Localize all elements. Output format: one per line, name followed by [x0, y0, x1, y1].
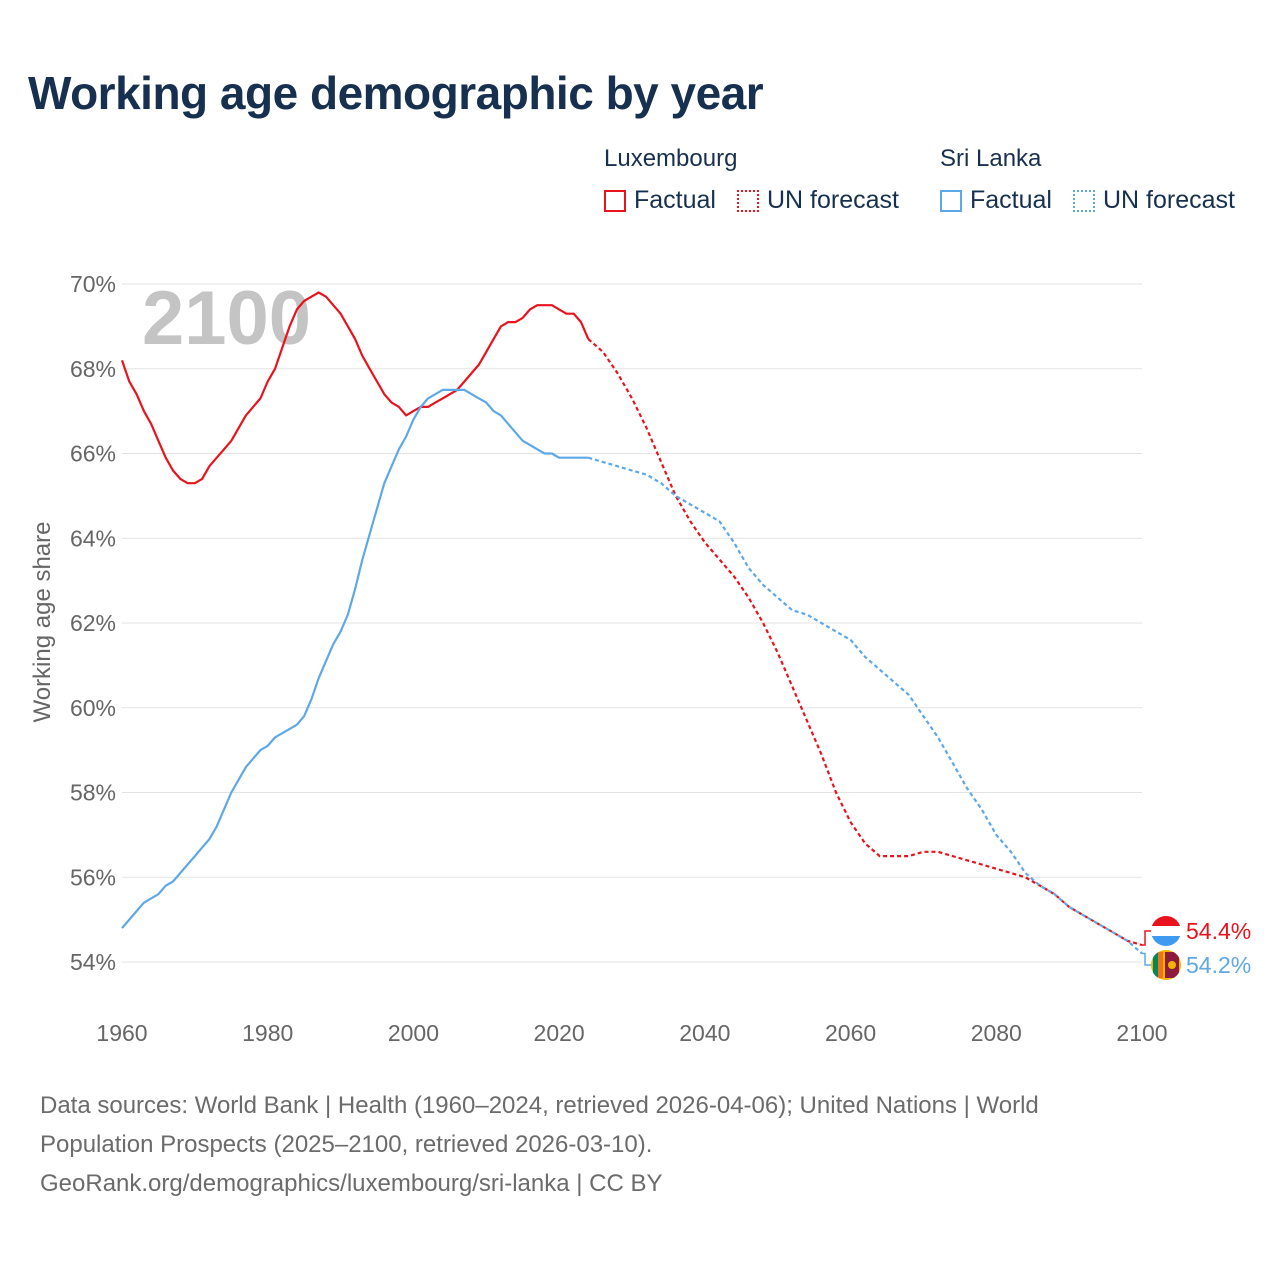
- y-tick-label: 70%: [70, 271, 116, 297]
- legend-label: Factual: [970, 186, 1052, 214]
- x-tick-label: 2040: [679, 1020, 730, 1046]
- legend-group-sri-lanka: Sri Lanka: [940, 145, 1042, 172]
- legend-swatch-solid-red: [604, 189, 626, 212]
- legend-item-luxembourg-factual[interactable]: Factual: [604, 186, 716, 215]
- x-tick-label: 1960: [96, 1020, 147, 1046]
- end-connector: [1142, 930, 1152, 946]
- luxembourg-flag-icon: [1151, 916, 1181, 946]
- legend-label: UN forecast: [767, 186, 899, 214]
- y-tick-label: 58%: [70, 780, 116, 806]
- footer-line[interactable]: GeoRank.org/demographics/luxembourg/sri-…: [40, 1170, 663, 1197]
- sri-lanka-flag-icon: [1151, 950, 1181, 980]
- y-tick-label: 54%: [70, 949, 116, 975]
- y-tick-label: 64%: [70, 525, 116, 551]
- x-tick-label: 1980: [242, 1020, 293, 1046]
- x-tick-label: 2020: [534, 1020, 585, 1046]
- y-axis-ticks: 54% 56% 58% 60% 62% 64% 66% 68% 70%: [70, 271, 116, 975]
- end-connector: [1142, 952, 1152, 966]
- series-end-markers: 54.4% 54.2%: [1142, 916, 1251, 980]
- y-tick-label: 66%: [70, 441, 116, 467]
- legend-item-sri-lanka-factual[interactable]: Factual: [940, 186, 1052, 215]
- x-tick-label: 2060: [825, 1020, 876, 1046]
- series-line-sri-lanka-factual: [121, 388, 589, 929]
- y-tick-label: 56%: [70, 864, 116, 890]
- legend-label: Factual: [634, 186, 716, 214]
- x-tick-label: 2100: [1116, 1020, 1167, 1046]
- end-value-label-sri-lanka: 54.2%: [1186, 952, 1251, 978]
- series-line-luxembourg-forecast: [587, 338, 1143, 947]
- legend-swatch-dotted-blue: [1073, 189, 1095, 212]
- line-chart: 2100 54% 56% 58% 60% 62% 64% 66% 68% 70% 1960 198…: [29, 271, 1251, 1046]
- legend-label: UN forecast: [1103, 186, 1235, 214]
- series-line-luxembourg-factual: [120, 291, 590, 485]
- legend-group-luxembourg: Luxembourg: [604, 145, 738, 172]
- gridlines: [122, 283, 1142, 963]
- legend-item-luxembourg-forecast[interactable]: UN forecast: [737, 186, 899, 215]
- y-axis-label: Working age share: [29, 522, 56, 723]
- legend-swatch-dotted-red: [737, 189, 759, 212]
- legend-swatch-solid-blue: [940, 189, 962, 212]
- year-watermark: 2100: [142, 276, 311, 361]
- footer-line: Data sources: World Bank | Health (1960–…: [40, 1092, 1039, 1119]
- x-tick-label: 2080: [971, 1020, 1022, 1046]
- series-line-sri-lanka-forecast: [587, 456, 1143, 955]
- series-lines: [120, 291, 1143, 955]
- x-tick-label: 2000: [388, 1020, 439, 1046]
- footer-line: Population Prospects (2025–2100, retriev…: [40, 1131, 653, 1158]
- legend-item-sri-lanka-forecast[interactable]: UN forecast: [1073, 186, 1235, 215]
- page-title: Working age demographic by year: [28, 67, 764, 119]
- y-tick-label: 62%: [70, 610, 116, 636]
- y-tick-label: 60%: [70, 695, 116, 721]
- x-axis-ticks: 1960 1980 2000 2020 2040 2060 2080 2100: [96, 1020, 1167, 1046]
- y-tick-label: 68%: [70, 356, 116, 382]
- end-value-label-luxembourg: 54.4%: [1186, 918, 1251, 944]
- footer-sources: Data sources: World Bank | Health (1960–…: [40, 1086, 1240, 1203]
